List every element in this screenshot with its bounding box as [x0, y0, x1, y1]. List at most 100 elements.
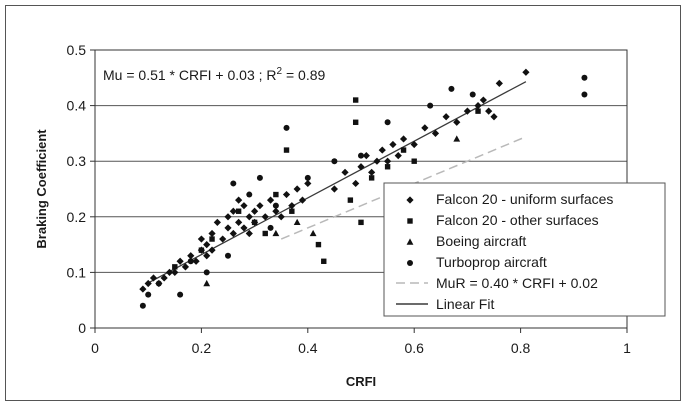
data-point-diamond — [219, 235, 227, 243]
data-point-diamond — [293, 185, 301, 193]
data-point-diamond — [266, 196, 275, 204]
data-point-diamond — [474, 102, 482, 110]
x-tick-label: 0.6 — [404, 340, 424, 356]
data-point-circle — [331, 158, 338, 165]
data-point-diamond — [373, 157, 381, 165]
legend-label: Boeing aircraft — [436, 233, 526, 249]
y-tick-label: 0.3 — [67, 153, 87, 169]
data-point-diamond — [304, 179, 312, 188]
data-point-diamond — [203, 252, 211, 260]
data-point-diamond — [187, 252, 195, 260]
y-tick-label: 0.1 — [67, 264, 87, 280]
legend-marker-circle — [407, 260, 413, 266]
data-point-circle — [267, 224, 274, 231]
data-point-circle — [581, 74, 588, 81]
data-point-circle — [283, 124, 290, 131]
data-point-square — [411, 158, 417, 164]
data-point-square — [321, 258, 327, 264]
data-point-diamond — [282, 190, 291, 199]
data-point-diamond — [389, 140, 397, 149]
data-point-square — [273, 191, 279, 198]
data-point-diamond — [160, 274, 168, 282]
data-point-diamond — [240, 202, 248, 210]
data-point-triangle — [203, 279, 211, 287]
data-point-square — [198, 247, 205, 253]
regression-annotation: Mu = 0.51 * CRFI + 0.03 ; R2 = 0.89 — [103, 66, 326, 83]
data-point-circle — [272, 202, 279, 209]
data-point-square — [384, 164, 391, 170]
data-point-diamond — [277, 213, 285, 221]
legend: Falcon 20 - uniform surfaces Falcon 20 - … — [383, 182, 666, 317]
data-point-diamond — [245, 229, 253, 238]
data-point-circle — [427, 102, 434, 109]
y-tick-label: 0.4 — [67, 98, 87, 114]
data-point-circle — [448, 85, 455, 92]
data-point-diamond — [298, 196, 307, 204]
data-point-diamond — [224, 213, 232, 221]
data-point-diamond — [213, 218, 221, 226]
data-point-square — [358, 219, 364, 226]
data-point-circle — [358, 152, 364, 159]
legend-box — [383, 182, 666, 317]
data-point-diamond — [341, 168, 349, 176]
data-point-circle — [304, 174, 311, 181]
data-points — [139, 68, 588, 309]
data-point-square — [475, 108, 481, 114]
legend-label: Falcon 20 - other surfaces — [436, 212, 599, 228]
data-point-circle — [155, 280, 162, 287]
data-point-square — [352, 97, 359, 103]
data-point-diamond — [394, 152, 402, 160]
x-tick-label: 1 — [623, 340, 631, 356]
data-point-diamond — [144, 279, 152, 288]
data-point-square — [251, 219, 258, 226]
data-point-circle — [230, 180, 237, 187]
data-point-diamond — [522, 68, 530, 76]
data-point-circle — [187, 258, 194, 265]
y-tick-label: 0 — [78, 320, 86, 336]
data-point-diamond — [224, 224, 232, 232]
data-point-square — [235, 208, 242, 214]
legend-marker-diamond — [406, 196, 414, 204]
x-tick-label: 0.8 — [511, 340, 531, 356]
data-point-diamond — [495, 79, 503, 87]
data-point-circle — [203, 269, 210, 276]
data-point-diamond — [261, 213, 269, 221]
legend-marker-square — [407, 218, 413, 224]
legend-label: Falcon 20 - uniform surfaces — [436, 191, 613, 207]
data-point-diamond — [288, 202, 296, 210]
data-point-square — [400, 147, 407, 153]
annotation-suffix: = 0.89 — [282, 67, 325, 83]
data-point-diamond — [256, 202, 264, 210]
data-point-diamond — [272, 207, 280, 215]
data-point-circle — [145, 291, 152, 298]
annotation-sup: 2 — [277, 66, 283, 77]
data-point-diamond — [421, 124, 429, 132]
data-point-circle — [139, 302, 146, 309]
data-point-diamond — [330, 185, 338, 193]
data-point-square — [172, 264, 178, 270]
data-point-circle — [225, 252, 231, 259]
data-point-diamond — [368, 168, 376, 176]
data-point-square — [352, 119, 359, 125]
axis-ticks: 0 0.1 0.2 0.3 0.4 0.5 0 0.2 0.4 0.6 0.8 1 — [67, 42, 632, 356]
data-point-diamond — [165, 268, 174, 276]
legend-label: Linear Fit — [436, 296, 494, 312]
data-point-diamond — [490, 113, 498, 121]
y-tick-label: 0.5 — [67, 42, 87, 58]
data-point-diamond — [245, 213, 253, 221]
data-point-diamond — [453, 118, 461, 126]
data-point-square — [283, 147, 290, 153]
data-point-diamond — [181, 263, 190, 271]
data-point-square — [347, 197, 354, 203]
data-point-diamond — [485, 107, 493, 115]
data-point-circle — [469, 91, 476, 98]
figure-frame — [5, 5, 681, 401]
data-point-diamond — [197, 235, 205, 243]
data-point-triangle — [453, 135, 461, 142]
data-point-diamond — [378, 146, 386, 154]
data-point-diamond — [149, 274, 158, 282]
data-point-diamond — [357, 163, 365, 171]
data-point-diamond — [208, 246, 216, 254]
data-point-diamond — [442, 113, 450, 121]
